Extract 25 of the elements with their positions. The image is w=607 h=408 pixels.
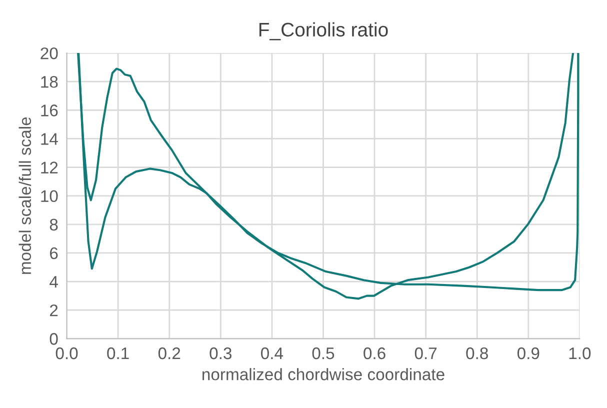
y-tick-label: 18: [41, 76, 58, 88]
x-tick-label: 0.9: [517, 347, 540, 360]
y-tick-label: 20: [40, 47, 58, 60]
x-tick-label: 0.5: [312, 347, 334, 360]
y-tick-label: 6: [50, 247, 58, 260]
y-tick-label: 14: [41, 133, 58, 145]
x-tick-label: 0.8: [466, 347, 488, 360]
y-tick-label: 4: [50, 276, 58, 288]
y-tick-label: 10: [41, 190, 58, 202]
y-tick-label: 16: [41, 104, 58, 116]
y-tick-label: 0: [50, 333, 58, 345]
x-tick-label: 0.1: [107, 347, 129, 360]
x-tick-label: 0.6: [364, 347, 386, 360]
y-tick-label: 12: [41, 162, 58, 174]
x-tick-label: 0.4: [261, 347, 284, 360]
x-tick-label: 0.2: [158, 347, 180, 360]
x-axis-title: normalized chordwise coordinate: [202, 368, 444, 380]
y-axis-title: model scale/full scale: [18, 117, 32, 274]
x-tick-label: 0.7: [414, 347, 437, 360]
chart-title: F_Coriolis ratio: [259, 22, 388, 40]
y-tick-label: 2: [50, 304, 58, 316]
x-tick-label: 0.3: [210, 347, 232, 360]
y-tick-label: 8: [50, 218, 58, 231]
x-tick-label: 0.0: [56, 347, 78, 360]
x-tick-label: 1.0: [569, 347, 591, 360]
